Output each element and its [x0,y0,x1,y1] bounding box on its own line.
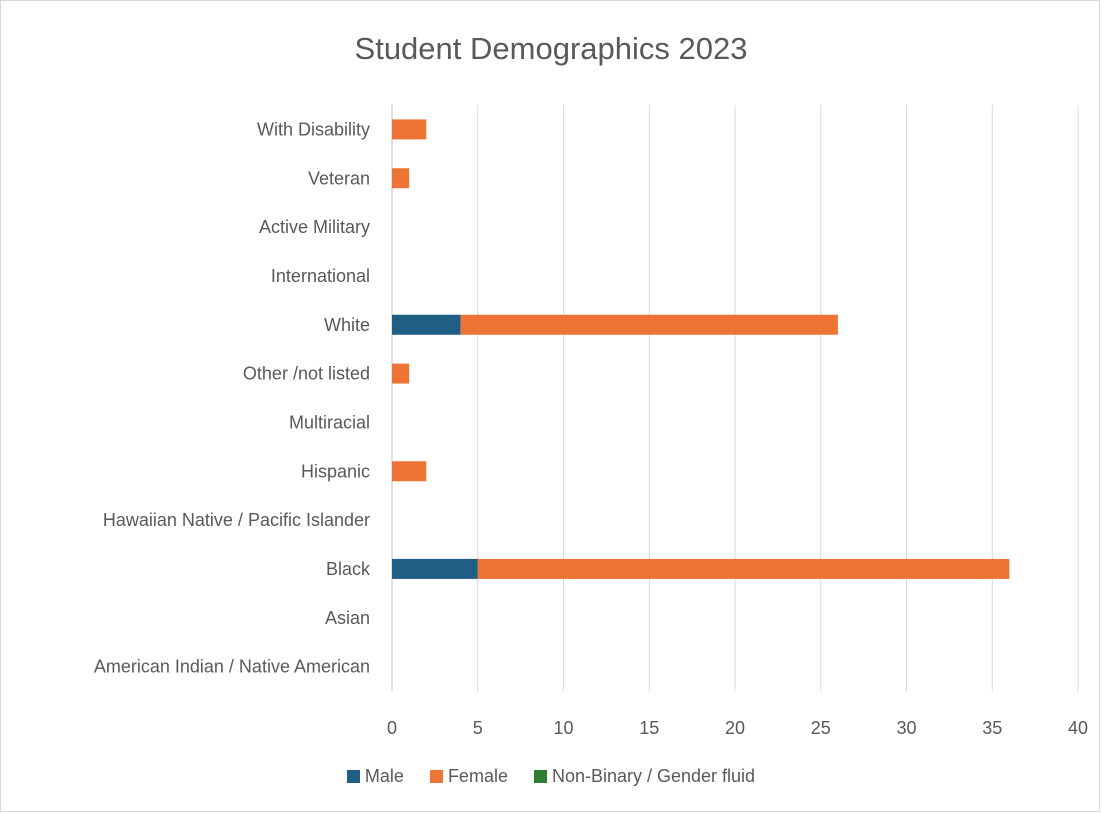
category-label: Veteran [308,168,370,188]
x-tick-label: 25 [811,718,831,738]
x-tick-label: 20 [725,718,745,738]
x-tick-label: 0 [387,718,397,738]
x-tick-label: 35 [982,718,1002,738]
legend-label: Female [447,766,508,786]
legend-item: Non-Binary / Gender fluid [533,766,756,787]
category-label: American Indian / Native American [94,657,370,677]
bar-female [392,168,410,189]
x-tick-label: 30 [896,718,916,738]
legend-swatch [533,770,547,783]
bar-female [392,461,427,482]
category-label: Hawaiian Native / Pacific Islander [103,510,370,530]
category-label: Hispanic [301,461,370,481]
category-label: Active Military [259,217,370,237]
x-tick-label: 10 [553,718,573,738]
chart-title: Student Demographics 2023 [354,31,748,66]
bar-female [460,314,838,335]
legend: Male Female Non-Binary / Gender fluid [1,766,1101,787]
legend-swatch [429,770,443,783]
legend-label: Male [364,766,404,786]
bar-female [392,363,410,384]
category-label: Black [326,559,371,579]
category-label: Multiracial [289,412,370,432]
bar-female [477,558,1010,579]
legend-item: Female [429,766,508,787]
legend-label: Non-Binary / Gender fluid [551,766,756,786]
category-label: White [324,315,370,335]
bar-female [392,119,427,140]
x-tick-label: 40 [1068,718,1088,738]
category-label: Asian [325,608,370,628]
legend-item: Male [346,766,404,787]
x-tick-label: 5 [473,718,483,738]
category-label: Other /not listed [243,364,370,384]
legend-swatch [346,770,360,783]
category-label: With Disability [257,119,370,139]
category-label: International [271,266,370,286]
x-tick-label: 15 [639,718,659,738]
bar-male [392,314,461,335]
bar-male [392,558,478,579]
